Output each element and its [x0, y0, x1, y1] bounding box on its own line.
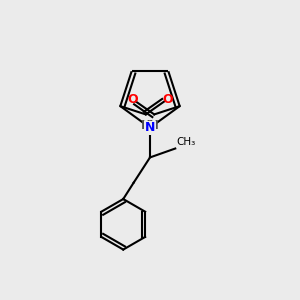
Text: H: H	[149, 119, 159, 132]
Text: H: H	[141, 119, 151, 132]
Text: CH₃: CH₃	[177, 137, 196, 147]
Text: O: O	[162, 93, 173, 106]
Text: O: O	[127, 93, 138, 106]
Text: N: N	[145, 121, 155, 134]
